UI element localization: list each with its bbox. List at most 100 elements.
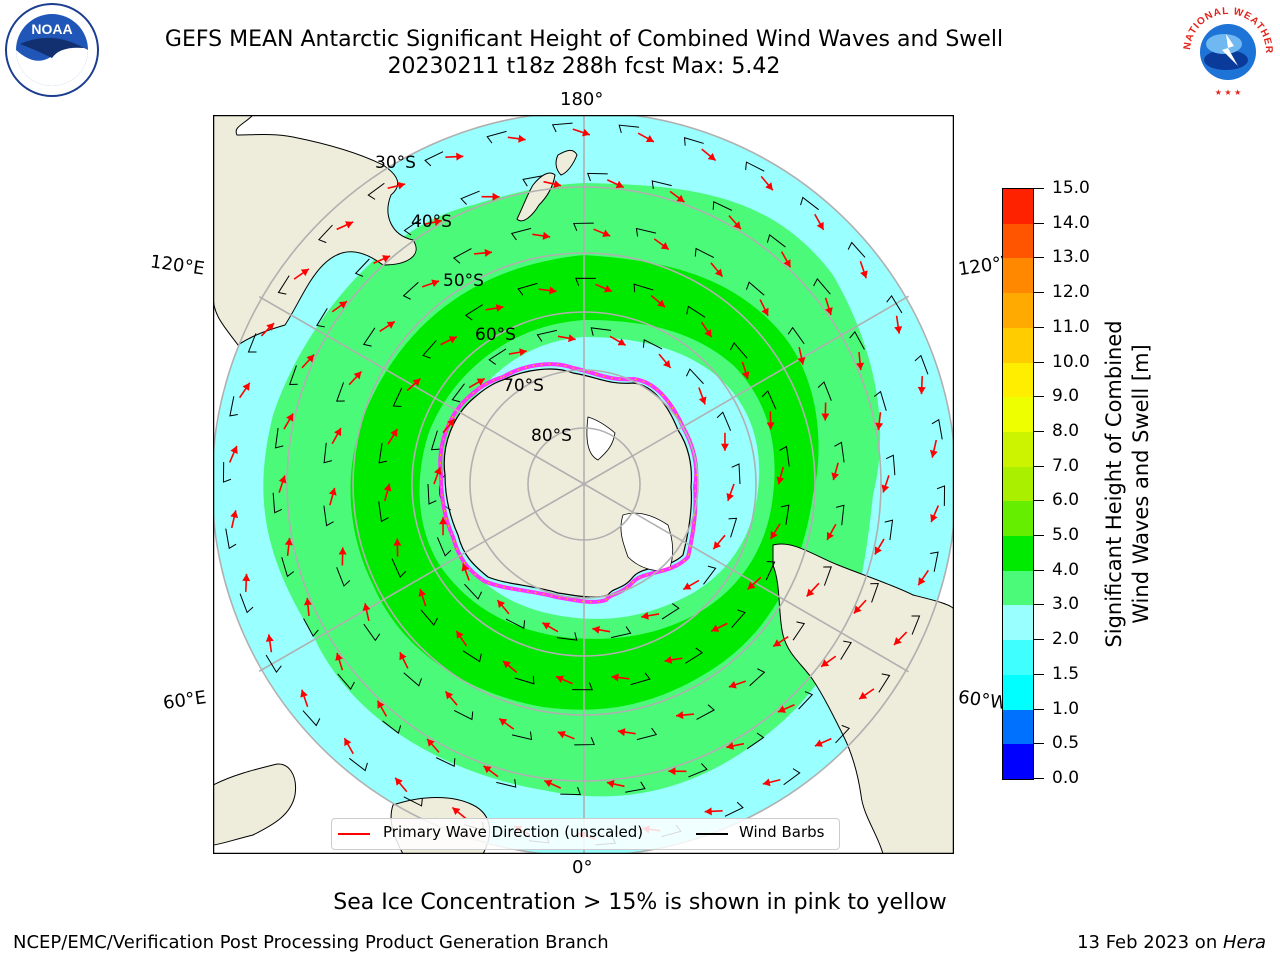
wave-arrowhead [592,625,600,634]
wave-arrowhead [603,285,612,293]
wave-arrowhead [306,354,315,363]
wind-barb [556,632,578,641]
wave-arrowhead [825,307,833,315]
wind-barb [792,621,806,641]
wind-barb [247,333,257,353]
noaa-logo-text: NOAA [31,21,72,37]
wind-barb [560,786,581,796]
wind-barb [536,329,558,342]
colorbar-segment [1003,535,1033,571]
wave-arrowhead [499,718,508,726]
wind-barb [511,731,533,741]
lon-label-120e: 120°E [148,251,206,280]
wind-barb [847,241,866,258]
wave-arrowhead [338,301,347,309]
wave-arrowhead [617,338,626,346]
wave-arrowhead [390,428,398,437]
wave-arrowhead [733,221,741,230]
wind-barb [625,781,646,793]
primary-wave-legend-label: Primary Wave Direction (unscaled) [383,823,644,841]
wind-barb [505,618,526,630]
colorbar-tick [1034,639,1044,641]
wave-arrowhead [445,691,454,700]
wind-barb-legend-label: Wind Barbs [739,823,825,841]
wave-arrowhead [770,531,778,540]
wave-arrowhead [278,475,287,484]
wind-barb [724,801,744,817]
wave-arrowhead [386,321,395,329]
wind-barb [800,196,819,211]
wind-barb [422,340,437,359]
wave-arrowhead [377,700,385,709]
wind-barb [403,672,423,687]
wave-arrowhead [856,362,865,371]
wave-arrowhead [698,396,707,405]
colorbar-title: Significant Height of Combined Wind Wave… [1101,320,1155,647]
wave-arrowhead [502,660,511,669]
wave-arrowhead [284,537,293,546]
wind-barb [392,387,403,408]
wave-arrowhead [382,255,391,263]
wave-arrowhead [660,242,669,250]
wind-barb [635,227,657,237]
wave-arrowhead [826,531,834,540]
wave-arrowhead [338,547,347,555]
colorbar-tick [1034,430,1044,432]
wind-barb [517,282,538,296]
colorbar-segment [1003,674,1033,710]
colorbar-tick-label: 10.0 [1052,351,1090,372]
wind-barb [716,411,732,431]
wind-barb [363,623,381,642]
lat-label-30s: 30°S [375,153,416,173]
wind-barb [452,248,472,264]
wind-barb [783,768,801,786]
wind-barb [685,647,704,664]
wave-arrowhead [242,573,251,582]
colorbar-tick [1034,743,1044,745]
wave-arrowhead [881,484,890,493]
wind-barb [337,673,355,690]
wave-arrowhead [606,780,615,788]
wind-barb [661,603,680,620]
wave-arrowhead [495,304,504,312]
wind-barb [510,227,532,241]
wave-arrowhead [747,581,756,590]
lat-label-40s: 40°S [411,212,452,232]
wave-arrowhead [676,711,684,720]
wind-barb [886,294,903,314]
wind-barbs [222,122,946,846]
wave-arrowhead [683,582,692,590]
wind-barb [464,583,483,600]
wind-barb [316,308,328,328]
wind-barb [884,519,894,541]
new-zealand-north [555,149,578,176]
wave-arrowhead [461,563,470,572]
colorbar-segment [1003,709,1033,745]
wave-arrowhead [335,653,343,661]
nws-logo: NATIONAL WEATHER SERVICE ★ ★ ★ [1176,0,1275,99]
wave-arrowhead [518,134,526,143]
colorbar-segment [1003,362,1033,398]
africa-madagascar [213,763,297,846]
noaa-logo: NOAA [5,3,99,97]
wave-arrowhead [875,422,884,431]
wind-barb [551,122,573,133]
wind-barb [930,551,939,572]
wind-barb [435,757,456,768]
wind-barb [931,418,943,440]
colorbar-tick-label: 6.0 [1052,490,1080,511]
wind-barb [462,650,482,663]
wave-arrowhead [853,605,862,614]
colorbar-tick [1034,708,1044,710]
wind-barb [323,505,334,527]
wave-arrowhead [476,378,485,386]
colorbar-tick-label: 5.0 [1052,525,1080,546]
wave-arrowhead [300,268,309,277]
wave-arrowhead [447,418,455,427]
colorbar-tick-label: 2.0 [1052,629,1080,650]
south-america [772,543,954,854]
wind-barb [686,305,706,318]
wave-arrowhead [418,588,427,597]
chart-subtitle: 20230211 t18z 288h fcst Max: 5.42 [387,54,781,79]
wave-arrowhead [484,248,492,257]
